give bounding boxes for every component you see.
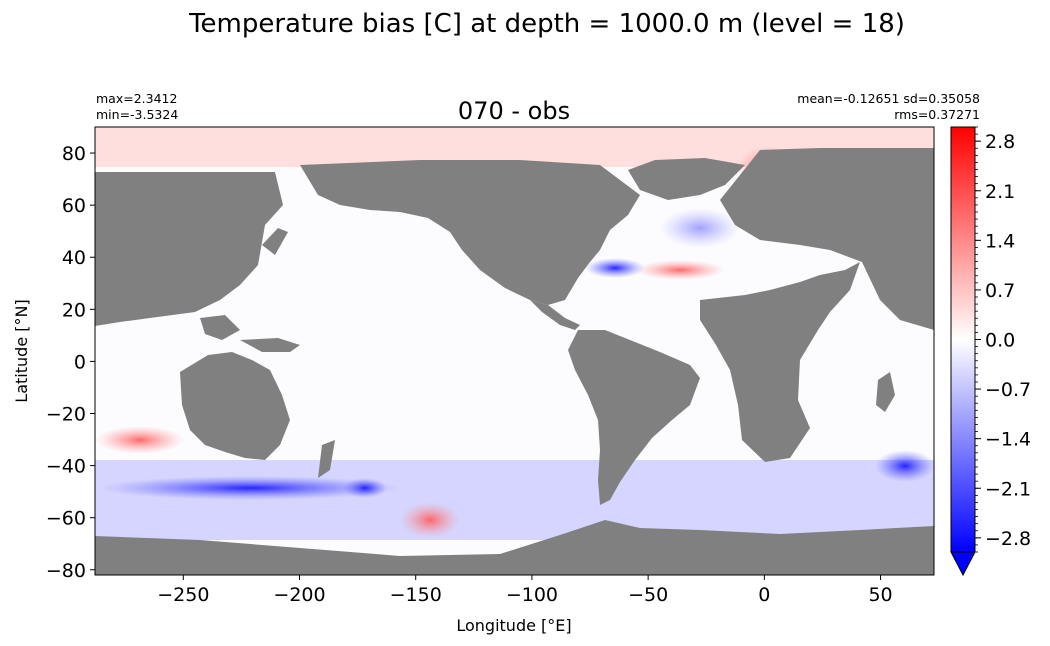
colorbar-extend-min [950, 551, 976, 577]
axes-frame [94, 126, 935, 576]
colorbar-tick-label: 0.7 [985, 280, 1015, 302]
y-tick-label: −20 [46, 404, 86, 426]
land-australia [180, 352, 290, 460]
land [95, 148, 934, 575]
land-eurasia-west [95, 172, 283, 326]
colorbar: 2.8 2.1 1.4 0.7 0.0 −0.7 −1.4 −2.1 −2.8 [950, 126, 1031, 577]
land-africa-east [700, 262, 860, 462]
stat-rms: rms=0.37271 [894, 107, 980, 122]
colorbar-tick-label: 2.1 [985, 181, 1015, 203]
land-antarctica [95, 520, 934, 575]
stat-max: max=2.3412 [96, 91, 177, 106]
colorbar-gradient [950, 126, 976, 553]
colorbar-tick-label: 1.4 [985, 230, 1015, 252]
southern-blue-streak-2 [343, 478, 387, 498]
land-madagascar [876, 372, 895, 412]
colorbar-ticks: 2.8 2.1 1.4 0.7 0.0 −0.7 −1.4 −2.1 −2.8 [975, 131, 1031, 550]
x-tick-label: −200 [273, 584, 325, 606]
y-tick-label: 80 [62, 143, 86, 165]
southern-blue-streak [100, 476, 400, 500]
land-new-guinea [240, 338, 300, 352]
land-north-america [300, 160, 640, 305]
y-tick-label: 0 [74, 351, 86, 373]
y-tick-label: 40 [62, 247, 86, 269]
x-tick-label: 50 [868, 584, 892, 606]
land-indonesia [200, 315, 240, 340]
map-field [95, 127, 934, 575]
land-europe-asia [720, 148, 934, 330]
labrador-blue [660, 208, 740, 248]
land-japan [262, 228, 288, 255]
y-tick-label: −60 [46, 508, 86, 530]
north-atlantic-blue [585, 258, 645, 278]
x-tick-label: −150 [390, 584, 442, 606]
colorbar-tick-label: −2.8 [985, 528, 1031, 550]
y-axis: 80 60 40 20 0 −20 −40 −60 −80 [46, 143, 95, 582]
colorbar-tick-label: 0.0 [985, 330, 1015, 352]
colorbar-tick-label: −2.1 [985, 478, 1031, 500]
colorbar-tick-label: −1.4 [985, 429, 1031, 451]
x-axis-label: Longitude [°E] [456, 616, 571, 635]
land-new-zealand [318, 440, 335, 478]
y-tick-label: −40 [46, 456, 86, 478]
x-axis: −250 −200 −150 −100 −50 0 50 [157, 575, 893, 606]
south-pacific-red [400, 502, 460, 538]
land-south-america [568, 330, 700, 505]
colorbar-tick-label: −0.7 [985, 379, 1031, 401]
y-tick-label: 20 [62, 299, 86, 321]
north-atlantic-red [635, 260, 725, 280]
colorbar-tick-label: 2.8 [985, 131, 1015, 153]
y-tick-label: −80 [46, 560, 86, 582]
stat-min: min=-3.5324 [96, 107, 178, 122]
figure-suptitle: Temperature bias [C] at depth = 1000.0 m… [188, 9, 905, 39]
southern-cool-band [95, 460, 934, 540]
x-tick-label: −50 [628, 584, 668, 606]
y-axis-label: Latitude [°N] [12, 299, 31, 402]
indian-south-blue [875, 450, 934, 482]
x-tick-label: −250 [157, 584, 209, 606]
land-central-america [530, 300, 580, 330]
colorbar-minor-ticks [975, 126, 978, 553]
land-greenland [628, 158, 745, 200]
south-indian-red [95, 426, 185, 454]
x-tick-label: −100 [506, 584, 558, 606]
stat-mean-sd: mean=-0.12651 sd=0.35058 [797, 91, 980, 106]
y-tick-label: 60 [62, 195, 86, 217]
x-tick-label: 0 [758, 584, 770, 606]
axes-title: 070 - obs [458, 97, 570, 125]
